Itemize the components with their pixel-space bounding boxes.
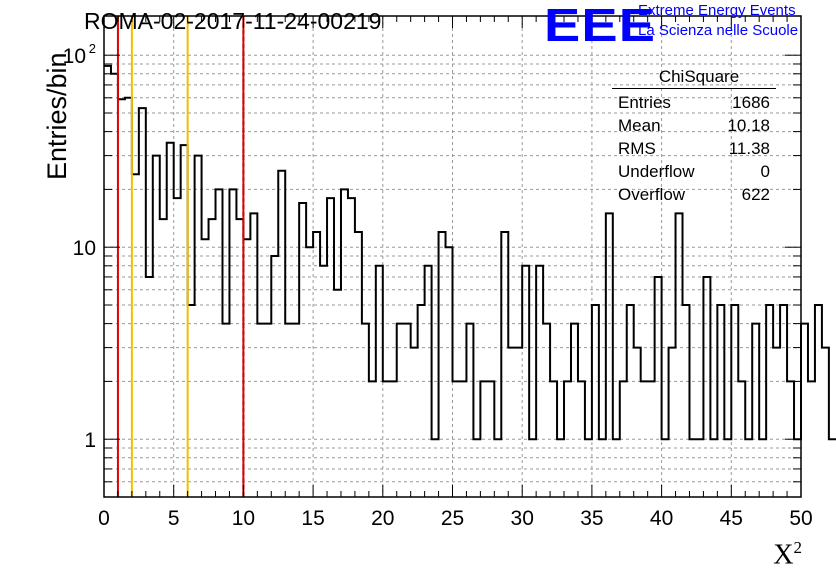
- x-tick-label: 10: [232, 507, 255, 530]
- stats-value: 622: [741, 185, 770, 204]
- stats-label: Mean: [618, 116, 661, 135]
- stats-label: RMS: [618, 139, 656, 158]
- y-axis-label: Entries/bin: [42, 52, 72, 180]
- x-tick-label: 5: [168, 507, 180, 530]
- stats-row-underflow: Underflow 0: [612, 160, 776, 183]
- y-tick-label: 1: [84, 429, 96, 452]
- logo-line-2: La Scienza nelle Scuole: [638, 22, 799, 39]
- eee-logo: EEE: [544, 0, 657, 51]
- x-tick-label: 30: [511, 507, 534, 530]
- x-tick-label: 50: [789, 507, 812, 530]
- stats-value: 11.38: [728, 139, 770, 158]
- x-tick-label: 35: [580, 507, 603, 530]
- x-tick-label: 20: [371, 507, 394, 530]
- x-axis-label-text: X: [773, 539, 794, 571]
- x-tick-label: 40: [650, 507, 673, 530]
- x-tick-label: 25: [441, 507, 464, 530]
- x-axis-label-superscript: 2: [793, 538, 803, 557]
- stats-row-overflow: Overflow 622: [612, 183, 776, 206]
- stats-value: 0: [760, 162, 770, 181]
- chart-title: ROMA-02-2017-11-24-00219: [84, 8, 382, 34]
- y-axis-label-wrap: Entries/bin: [8, 40, 72, 190]
- x-tick-label: 45: [720, 507, 743, 530]
- y-tick-label-exponent: 2: [89, 41, 96, 56]
- y-tick-label: 10: [63, 45, 86, 68]
- stats-row-mean: Mean 10.18: [612, 114, 776, 137]
- y-tick-label: 10: [73, 237, 96, 260]
- x-tick-label: 15: [301, 507, 324, 530]
- stats-label: Entries: [618, 93, 671, 112]
- stats-label: Overflow: [618, 185, 686, 204]
- x-axis-label: X2: [773, 538, 802, 571]
- stats-title: ChiSquare: [658, 67, 740, 86]
- stats-box: ChiSquare Entries 1686 Mean 10.18 RMS 11…: [612, 66, 776, 206]
- stats-divider: [612, 88, 776, 89]
- stats-value: 1686: [732, 93, 770, 112]
- stats-label: Underflow: [618, 162, 695, 181]
- stats-value: 10.18: [727, 116, 770, 135]
- x-tick-label: 0: [98, 507, 110, 530]
- stats-row-rms: RMS 11.38: [612, 137, 776, 160]
- logo-line-1: Extreme Energy Events: [638, 2, 796, 19]
- histogram-series: [104, 64, 836, 441]
- stats-row-entries: Entries 1686: [612, 91, 776, 114]
